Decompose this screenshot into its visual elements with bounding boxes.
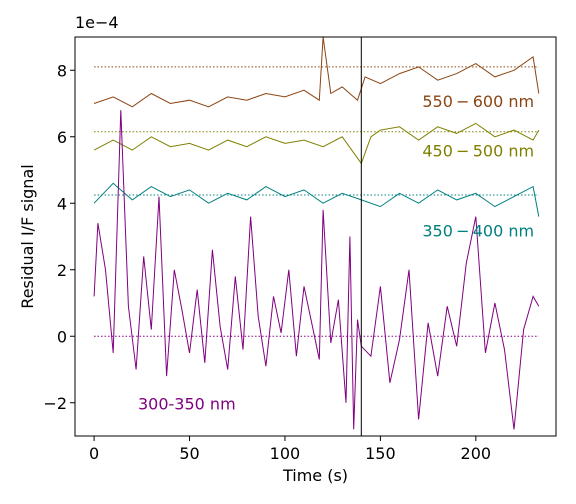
series-label-2: 350 − 400 nm [422, 222, 534, 241]
series-line-0 [93, 37, 540, 108]
y-tick-label: −2 [43, 394, 67, 413]
y-tick-label: 4 [57, 194, 67, 213]
x-tick-label: 200 [461, 444, 492, 463]
y-tick-label: 6 [57, 128, 67, 147]
y-tick-label: 8 [57, 61, 67, 80]
x-tick-label: 50 [179, 444, 199, 463]
plot-area [93, 37, 540, 436]
x-tick-label: 100 [270, 444, 301, 463]
y-scale-label: 1e−4 [75, 13, 119, 32]
y-tick-label: 2 [57, 261, 67, 280]
y-axis-label: Residual I/F signal [18, 164, 37, 308]
x-tick-label: 0 [89, 444, 99, 463]
series-line-3 [93, 110, 540, 430]
x-axis-label: Time (s) [282, 466, 348, 485]
axes-frame [74, 36, 557, 437]
series-label-3: 300-350 nm [138, 394, 236, 413]
y-tick-label: 0 [57, 327, 67, 346]
x-axis-ticks: 0 50 100 150 200 [89, 436, 491, 463]
y-axis-ticks: −2 0 2 4 6 8 [43, 61, 75, 413]
series-line-2 [93, 182, 540, 217]
series-label-0: 550 − 600 nm [422, 92, 534, 111]
x-tick-label: 150 [365, 444, 396, 463]
series-line-1 [93, 122, 540, 165]
series-label-1: 450 − 500 nm [422, 142, 534, 161]
